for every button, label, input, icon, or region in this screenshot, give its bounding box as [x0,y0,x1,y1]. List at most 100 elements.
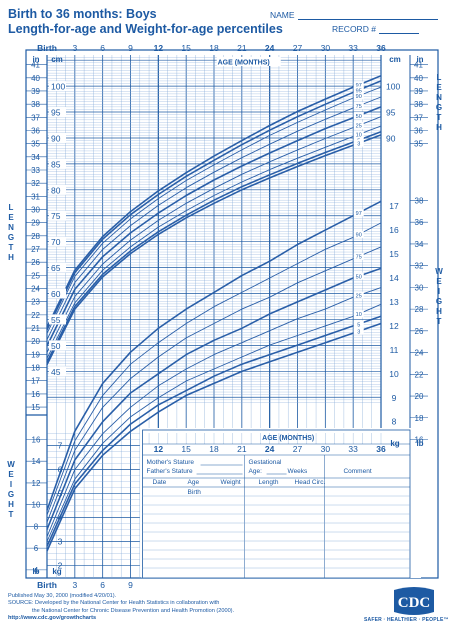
lb-tick-label-right: 22 [415,370,424,379]
info-age-tick: 27 [293,444,303,454]
length-percentile-label: 25 [356,124,362,130]
x-tick-top: 27 [293,43,303,53]
kg-tick-label-right: 17 [389,201,399,211]
kg-tick-label-right: 10 [389,369,399,379]
cm-tick-label: 70 [51,237,61,247]
x-tick-top: 15 [181,43,191,53]
lb-tick-label-right: 18 [415,414,424,423]
lb-tick-label-left: 16 [32,435,41,444]
inch-tick-label: 26 [31,258,40,267]
column-header: Length [259,479,279,486]
length-label-bg [353,86,364,94]
website-link[interactable]: http://www.cdc.gov/growthcharts [8,614,97,621]
weight-percentile-label: 5 [357,322,360,328]
weight-percentile-label: 75 [356,255,362,261]
record-field[interactable]: RECORD # [332,24,419,34]
x-tick-top: 3 [72,43,77,53]
info-age-tick: 24 [265,444,275,454]
inch-tick-label: 24 [31,285,40,294]
weight-label-bg [353,320,364,328]
lb-tick-label-right: 36 [415,218,424,227]
weight-axis-title-left-letter: T [9,510,14,519]
length-percentile-label: 50 [356,114,362,120]
weight-curve-p75 [46,246,382,523]
column-header: Weight [221,479,241,486]
inch-tick-label: 32 [31,179,40,188]
kg-tick-label-right: 15 [389,249,399,259]
x-tick-top: 9 [128,43,133,53]
info-age-tick: 21 [237,444,247,454]
gestational-label: Gestational [249,459,282,466]
x-tick-top: 6 [100,43,105,53]
weight-percentile-label: 97 [356,211,362,217]
inch-tick-label: 40 [31,74,40,83]
kg-tick-label-left: 5 [58,489,63,499]
record-line[interactable] [378,33,419,34]
chart-title-line1: Birth to 36 months: Boys [8,7,157,21]
gestational-age-label: Age: [249,468,263,475]
inch-tick-label-right: 36 [414,126,423,135]
weight-label-bg [353,272,364,280]
cdc-tagline: SAFER · HEALTHIER · PEOPLE™ [364,617,449,623]
inch-tick-label: 38 [31,100,40,109]
weight-percentile-label: 10 [356,312,362,318]
name-label: NAME [270,10,295,20]
lb-tick-label-left: 14 [32,457,41,466]
inch-tick-label: 21 [31,324,40,333]
inch-tick-label: 29 [31,219,40,228]
cdc-logo: CDC [394,587,434,615]
lb-tick-label-left: 8 [34,522,39,531]
weight-curve-p50 [46,267,382,530]
lb-tick-label-right: 20 [415,392,424,401]
name-field[interactable]: NAME [270,10,438,20]
source-note: SOURCE: Developed by the National Center… [8,600,220,607]
info-age-tick: 36 [376,444,386,454]
length-label-bg [353,130,364,138]
info-age-tick: 15 [181,444,191,454]
x-tick-top: 12 [154,43,164,53]
inch-tick-label-right: 39 [414,87,423,96]
cm-label-bg [49,210,66,221]
cm-tick-label: 60 [51,289,61,299]
unit-in-right: in [416,55,423,64]
inch-tick-label-right: 35 [414,140,423,149]
x-tick-top: 24 [265,43,275,53]
weight-percentile-label: 90 [356,233,362,239]
cm-tick-label: 45 [51,367,61,377]
length-curve-p90 [46,86,382,334]
length-axis-title-right-letter: L [437,73,442,82]
inch-tick-label: 37 [31,113,40,122]
weight-axis-title-right-letter: E [436,277,442,286]
cm-tick-label: 50 [51,341,61,351]
length-label-bg [353,139,364,147]
comment-label: Comment [343,468,371,475]
inch-tick-label: 33 [31,166,40,175]
cdc-logo-text: CDC [398,595,431,611]
record-label: RECORD # [332,24,376,34]
length-percentile-label: 97 [356,83,362,89]
weight-curve-p90 [46,222,382,516]
x-tick-bottom: Birth [37,580,57,590]
name-line[interactable] [297,19,438,20]
published-note: Published May 30, 2000 (modified 4/20/01… [8,593,117,599]
length-axis-title-left-letter: N [8,223,14,232]
info-age-tick: 30 [321,444,331,454]
unit-cm-left: cm [51,55,63,64]
inch-tick-label: 39 [31,87,40,96]
length-curve-p50 [46,106,382,347]
x-tick-top: Birth [37,43,57,53]
lb-tick-label-left: 10 [32,501,41,510]
inch-tick-label: 22 [31,311,40,320]
kg-tick-label-right: 13 [389,297,399,307]
length-percentile-label: 75 [356,104,362,110]
weight-percentile-label: 3 [357,329,360,335]
length-curve-p25 [46,116,382,353]
weight-axis-title-right-letter: W [435,267,443,276]
kg-tick-label-left: 4 [58,513,63,523]
inch-tick-label: 34 [31,153,40,162]
x-tick-top: 36 [376,43,386,53]
inch-tick-label: 41 [31,61,40,70]
cm-tick-label: 55 [51,315,61,325]
